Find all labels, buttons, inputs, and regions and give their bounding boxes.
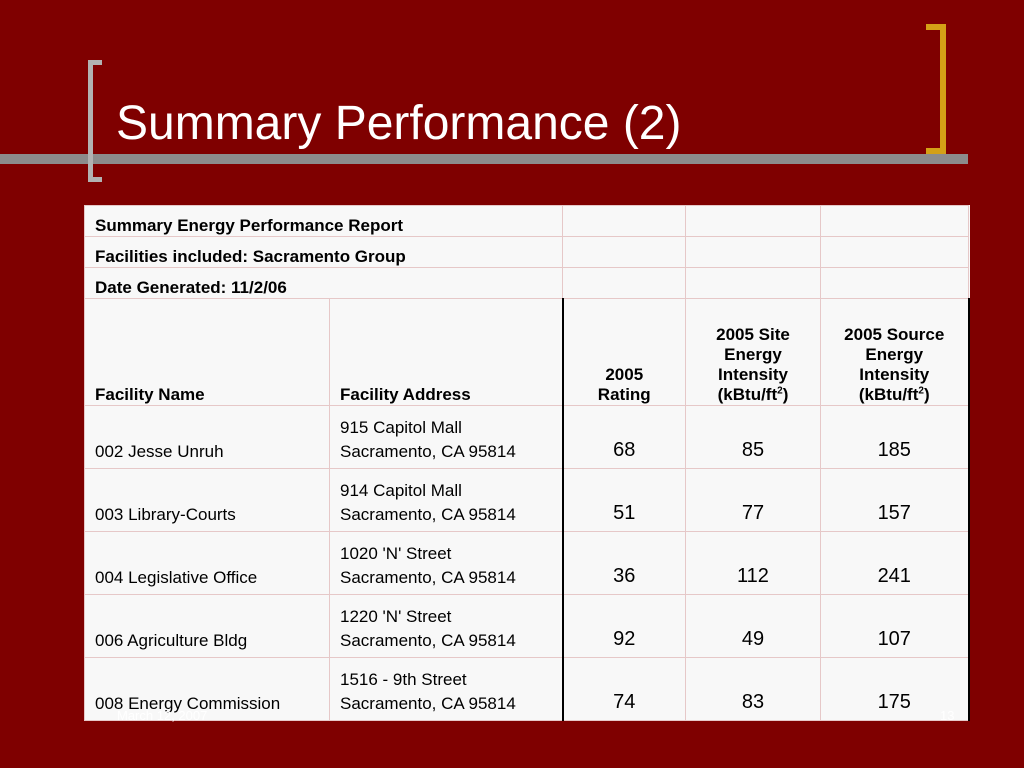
- facility-name: 008 Energy Commission: [84, 657, 330, 721]
- header-rating: 2005 Rating: [562, 298, 686, 406]
- report-title: Summary Energy Performance Report: [84, 205, 563, 237]
- source-intensity-value: 241: [820, 531, 970, 595]
- header-site-intensity: 2005 Site Energy Intensity (kBtu/ft2): [685, 298, 821, 406]
- site-intensity-value: 77: [685, 468, 821, 532]
- source-intensity-value: 107: [820, 594, 970, 658]
- facility-name: 003 Library-Courts: [84, 468, 330, 532]
- source-intensity-value: 157: [820, 468, 970, 532]
- site-intensity-value: 112: [685, 531, 821, 595]
- site-intensity-value: 83: [685, 657, 821, 721]
- slide-title: Summary Performance (2): [116, 97, 682, 150]
- left-bracket-decoration: [88, 60, 102, 182]
- footer-date: March 12, 2007: [117, 708, 208, 723]
- facility-name: 006 Agriculture Bldg: [84, 594, 330, 658]
- energy-performance-table: Summary Energy Performance Report Facili…: [84, 205, 970, 721]
- right-bracket-decoration: [926, 24, 946, 154]
- site-intensity-value: 85: [685, 405, 821, 469]
- facility-address: 1516 - 9th Street Sacramento, CA 95814: [329, 657, 564, 721]
- table-row: 008 Energy Commission 1516 - 9th Street Sa…: [84, 657, 970, 721]
- rating-value: 92: [562, 594, 686, 658]
- table-row: 002 Jesse Unruh 915 Capitol Mall Sacrament…: [84, 405, 970, 469]
- rating-value: 74: [562, 657, 686, 721]
- rating-value: 68: [562, 405, 686, 469]
- facility-address: 915 Capitol Mall Sacramento, CA 95814: [329, 405, 564, 469]
- facility-address: 1020 'N' Street Sacramento, CA 95814: [329, 531, 564, 595]
- facility-address: 1220 'N' Street Sacramento, CA 95814: [329, 594, 564, 658]
- facility-name: 004 Legislative Office: [84, 531, 330, 595]
- facilities-included: Facilities included: Sacramento Group: [84, 236, 563, 268]
- table-row: 004 Legislative Office 1020 'N' Street Sac…: [84, 531, 970, 595]
- header-facility-name: Facility Name: [84, 298, 330, 406]
- site-intensity-value: 49: [685, 594, 821, 658]
- table-row: 003 Library-Courts 914 Capitol Mall Sacram…: [84, 468, 970, 532]
- facility-name: 002 Jesse Unruh: [84, 405, 330, 469]
- table-row: 006 Agriculture Bldg 1220 'N' Street Sacra…: [84, 594, 970, 658]
- facility-address: 914 Capitol Mall Sacramento, CA 95814: [329, 468, 564, 532]
- source-intensity-value: 175: [820, 657, 970, 721]
- rating-value: 36: [562, 531, 686, 595]
- header-source-intensity: 2005 Source Energy Intensity (kBtu/ft2): [820, 298, 970, 406]
- rating-value: 51: [562, 468, 686, 532]
- date-generated: Date Generated: 11/2/06: [84, 267, 563, 299]
- source-intensity-value: 185: [820, 405, 970, 469]
- title-underline: [0, 154, 968, 164]
- header-facility-address: Facility Address: [329, 298, 564, 406]
- page-number: 13: [940, 708, 955, 723]
